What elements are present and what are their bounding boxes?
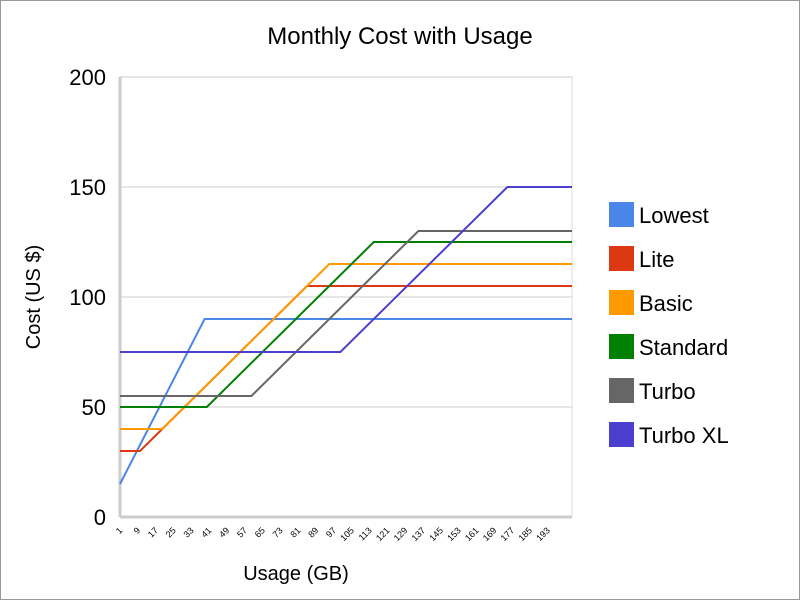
x-tick-label: 105 [338,525,356,543]
x-tick-label: 113 [357,525,374,542]
x-tick-label: 49 [217,525,231,539]
x-tick-label: 81 [288,525,302,539]
series-line-standard [120,241,572,408]
x-tick-label: 145 [427,525,445,543]
y-axis-label: Cost (US $) [23,245,45,349]
legend-swatch [609,290,634,315]
series-line-lite [120,285,572,452]
legend-swatch [609,202,634,227]
x-tick-label: 129 [392,525,410,543]
x-tick-label: 121 [374,525,392,543]
x-tick-label: 9 [132,525,143,536]
x-tick-label: 1 [114,525,125,536]
x-tick-label: 73 [271,525,285,539]
series-line-turbo-xl [120,186,572,353]
series-line-basic [120,263,572,430]
x-tick-label: 153 [445,525,463,543]
x-tick-label: 41 [199,525,213,539]
legend-label: Lite [639,247,674,272]
series-line-lowest [119,318,572,485]
legend-label: Lowest [639,203,709,228]
x-tick-label: 137 [410,525,428,543]
x-tick-label: 17 [146,525,160,539]
y-tick-label: 0 [94,505,106,530]
y-tick-label: 50 [82,395,106,420]
x-tick-label: 193 [534,525,552,543]
legend-label: Turbo XL [639,423,729,448]
x-tick-label: 161 [463,525,481,543]
x-tick-label: 97 [324,525,338,539]
series-line-turbo [120,230,572,397]
chart-title: Monthly Cost with Usage [267,23,532,50]
x-tick-label: 177 [499,525,517,543]
y-tick-label: 150 [69,175,106,200]
y-tick-label: 200 [69,65,106,90]
y-tick-label: 100 [69,285,106,310]
x-tick-label: 33 [182,525,196,539]
x-tick-label: 169 [481,525,499,543]
x-axis-label: Usage (GB) [243,563,349,585]
legend-label: Standard [639,335,728,360]
x-tick-label: 185 [516,525,534,543]
legend-label: Turbo [639,379,696,404]
legend-label: Basic [639,291,693,316]
x-tick-label: 25 [164,525,178,539]
legend-swatch [609,378,634,403]
legend-swatch [609,422,634,447]
legend-swatch [609,334,634,359]
x-tick-label: 89 [306,525,320,539]
x-tick-label: 57 [235,525,249,539]
legend-swatch [609,246,634,271]
x-tick-label: 65 [253,525,267,539]
